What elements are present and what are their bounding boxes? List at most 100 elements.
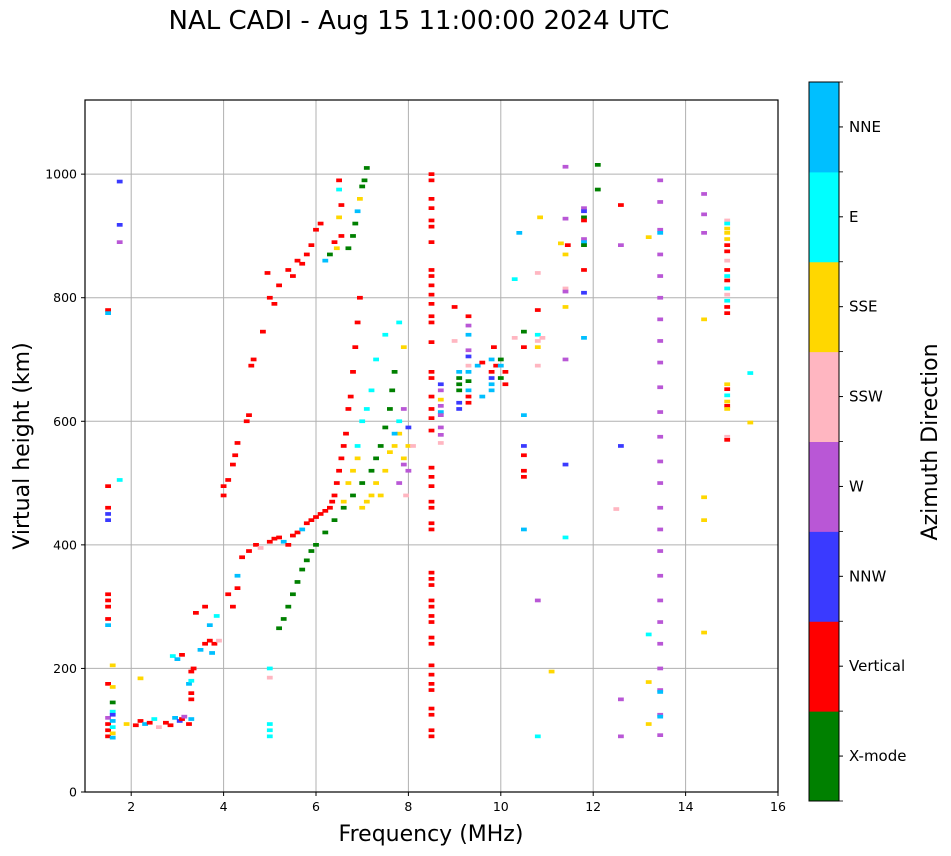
echo-point-e	[724, 286, 731, 291]
echo-point-vertical	[724, 387, 731, 391]
echo-point-vertical	[724, 311, 731, 315]
echo-point-vertical	[220, 493, 227, 498]
echo-point-sse	[724, 399, 731, 404]
echo-point-nne	[657, 231, 664, 235]
echo-point-vertical	[313, 515, 319, 519]
echo-point-ssw	[410, 444, 416, 448]
echo-point-sse	[405, 444, 412, 448]
echo-point-w	[465, 348, 472, 353]
y-tick-label: 1000	[45, 167, 77, 182]
echo-point-vertical	[338, 234, 345, 238]
echo-point-vertical	[338, 456, 345, 461]
echo-point-sse	[350, 468, 356, 473]
echo-point-vertical	[327, 505, 333, 510]
echo-point-vertical	[428, 197, 435, 201]
echo-point-x-mode	[331, 518, 338, 522]
echo-point-x-mode	[303, 558, 310, 563]
echo-point-vertical	[308, 518, 315, 522]
echo-point-nne	[474, 363, 481, 368]
echo-points	[105, 163, 754, 740]
echo-point-w	[437, 433, 444, 437]
echo-point-sse	[363, 499, 370, 504]
echo-point-vertical	[428, 320, 435, 325]
echo-point-vertical	[331, 240, 338, 244]
echo-point-ssw	[534, 363, 541, 368]
echo-point-ssw	[562, 286, 569, 291]
echo-point-x-mode	[368, 468, 375, 473]
echo-point-sse	[747, 420, 754, 425]
echo-point-vertical	[202, 604, 208, 609]
echo-point-w	[657, 641, 664, 646]
echo-point-nnw	[562, 462, 569, 467]
echo-point-vertical	[350, 370, 356, 374]
echo-point-w	[116, 240, 123, 244]
echo-point-vertical	[336, 468, 342, 473]
echo-point-nnw	[405, 425, 412, 430]
echo-point-ssw	[403, 493, 409, 498]
echo-point-w	[657, 178, 664, 183]
echo-point-e	[363, 407, 370, 411]
echo-point-nnw	[456, 407, 463, 411]
echo-point-nne	[657, 714, 664, 719]
echo-point-vertical	[137, 719, 144, 723]
plot-frame	[84, 99, 779, 793]
echo-point-w	[618, 243, 624, 247]
echo-point-e	[151, 717, 158, 721]
echo-point-vertical	[724, 278, 731, 283]
echo-point-w	[105, 716, 111, 720]
echo-point-vertical	[428, 340, 435, 344]
echo-point-w	[618, 697, 624, 702]
echo-point-w	[657, 620, 664, 624]
echo-point-vertical	[428, 499, 435, 504]
x-axis-label: Frequency (MHz)	[339, 822, 524, 847]
echo-point-nne	[581, 336, 587, 340]
echo-point-e	[382, 332, 389, 337]
echo-point-x-mode	[387, 407, 393, 411]
echo-point-w	[534, 598, 541, 603]
echo-point-vertical	[105, 734, 111, 739]
colorbar-tick-label: X-mode	[849, 747, 906, 765]
echo-point-w	[657, 459, 664, 464]
echo-point-sse	[724, 226, 731, 231]
echo-point-w	[701, 192, 707, 196]
colorbar-swatch-ssw	[809, 351, 839, 442]
echo-point-x-mode	[294, 580, 301, 584]
echo-point-e	[724, 393, 731, 398]
echo-point-vertical	[428, 376, 435, 380]
echo-point-vertical	[724, 249, 731, 254]
echo-point-vertical	[428, 672, 435, 677]
echo-point-sse	[359, 505, 366, 510]
echo-point-vertical	[225, 592, 232, 597]
echo-point-sse	[701, 630, 707, 635]
echo-point-nne	[234, 573, 241, 578]
echo-point-vertical	[299, 261, 306, 266]
echo-point-nnw	[437, 382, 444, 387]
echo-point-nne	[488, 357, 495, 362]
echo-point-nne	[581, 240, 587, 244]
echo-point-vertical	[202, 641, 208, 646]
echo-point-nne	[465, 388, 472, 393]
echo-point-sse	[109, 731, 116, 736]
echo-point-x-mode	[280, 617, 287, 621]
echo-point-vertical	[428, 583, 435, 587]
echo-point-vertical	[345, 407, 352, 411]
echo-point-vertical	[179, 653, 185, 657]
echo-point-vertical	[276, 283, 282, 288]
echo-point-e	[266, 722, 273, 726]
x-axis-ticks: 2 4 6 8 10 12 14 16	[127, 792, 786, 814]
echo-point-vertical	[243, 419, 250, 424]
x-tick-label: 6	[312, 799, 320, 814]
echo-point-nne	[437, 410, 444, 414]
echo-point-vertical	[308, 243, 315, 247]
echo-point-vertical	[234, 441, 241, 445]
echo-point-vertical	[428, 598, 435, 603]
echo-point-vertical	[193, 611, 199, 615]
echo-point-vertical	[105, 592, 111, 597]
echo-point-w	[437, 413, 444, 417]
echo-point-vertical	[502, 370, 509, 374]
echo-point-sse	[645, 235, 652, 239]
colorbar-swatch-nne	[809, 82, 839, 173]
y-tick-label: 400	[53, 537, 77, 552]
y-axis-label: Virtual height (km)	[10, 342, 35, 549]
echo-point-vertical	[343, 431, 349, 436]
